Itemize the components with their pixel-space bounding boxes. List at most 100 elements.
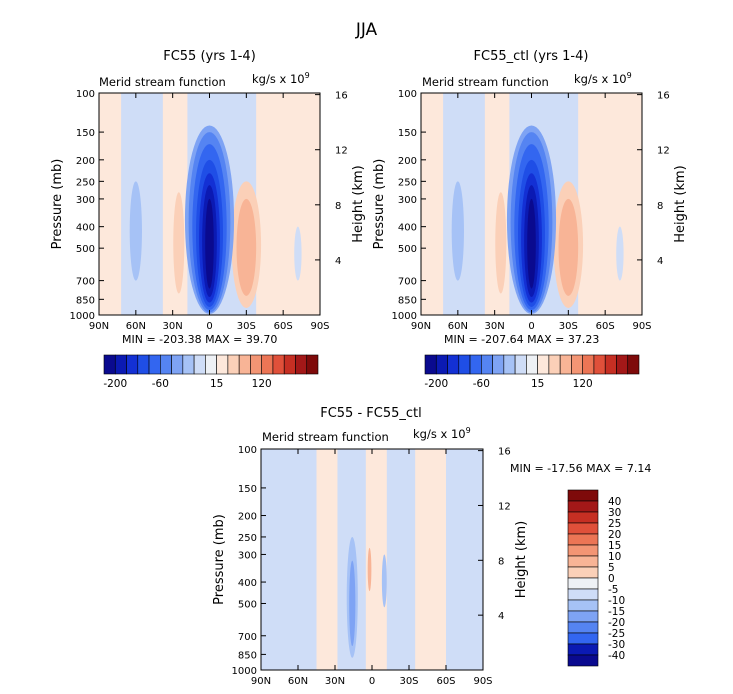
colorbar-swatch — [295, 354, 308, 375]
colorbar-label: 20 — [608, 529, 621, 541]
colorbar-swatch — [604, 354, 617, 375]
x-tick-label: 30N — [485, 321, 505, 332]
y-axis-label: Pressure (mb) — [372, 159, 387, 250]
contour-neg-band-nh — [121, 93, 163, 315]
y-tick-label: 300 — [398, 195, 417, 206]
x-tick-label: 60N — [288, 676, 308, 687]
page-title: JJA — [355, 20, 378, 40]
colorbar-swatch — [582, 354, 595, 375]
colorbar-swatch — [216, 354, 229, 375]
y2-tick-label: 12 — [498, 501, 511, 512]
colorbar-label: -200 — [103, 378, 127, 390]
colorbar-swatch — [103, 354, 116, 375]
colorbar-swatch — [306, 354, 319, 375]
colorbar-label: 10 — [608, 551, 621, 563]
y-tick-label: 1000 — [232, 666, 257, 677]
y2-tick-label: 12 — [335, 146, 348, 157]
colorbar-swatch — [567, 566, 599, 579]
y-tick-label: 200 — [398, 156, 417, 167]
colorbar-label: 40 — [608, 496, 621, 508]
panel2-title: FC55_ctl (yrs 1-4) — [473, 49, 589, 64]
colorbar-label: -60 — [152, 378, 169, 390]
colorbar-swatch — [458, 354, 471, 375]
colorbar-swatch — [548, 354, 561, 375]
y2-tick-label: 12 — [657, 146, 670, 157]
y-tick-label: 500 — [76, 244, 95, 255]
x-tick-label: 60S — [436, 676, 455, 687]
diff-neg-blob-3 — [381, 554, 387, 608]
colorbar-label: 25 — [608, 518, 621, 530]
y-tick-label: 700 — [398, 277, 417, 288]
contour-pos-sh-inner — [558, 198, 579, 296]
x-tick-label: 90S — [310, 321, 329, 332]
x-tick-label: 0 — [528, 321, 534, 332]
colorbar-swatch — [272, 354, 285, 375]
colorbar-swatch — [250, 354, 262, 375]
colorbar-swatch — [481, 354, 493, 375]
diff-neg-band-nh — [261, 449, 317, 670]
colorbar-swatch — [126, 354, 139, 375]
contour-neg-weak-sh — [616, 226, 624, 281]
y-tick-label: 500 — [238, 599, 257, 610]
colorbar-swatch — [114, 354, 127, 375]
y2-tick-label: 8 — [335, 201, 341, 212]
colorbar-swatch — [571, 354, 583, 375]
panel1-units-text: kg/s x 10 — [252, 71, 305, 86]
colorbar-swatch — [469, 354, 482, 375]
y-axis-label: Pressure (mb) — [212, 514, 227, 605]
x-tick-label: 60N — [448, 321, 468, 332]
colorbar-label: 5 — [608, 562, 615, 574]
colorbar-label: -30 — [608, 639, 625, 651]
colorbar-label: -40 — [608, 650, 625, 662]
panel1-units-exponent: 9 — [304, 71, 310, 80]
colorbar-swatch — [593, 354, 606, 375]
y2-tick-label: 8 — [498, 556, 504, 567]
y-tick-label: 300 — [76, 195, 95, 206]
y-tick-label: 200 — [238, 512, 257, 523]
colorbar-panel1: -200 -60 15 120 — [103, 354, 319, 390]
x-tick-label: 90S — [632, 321, 651, 332]
y-tick-label: 100 — [238, 445, 257, 456]
y-tick-label: 250 — [238, 533, 257, 544]
x-tick-label: 60S — [274, 321, 293, 332]
colorbar-label: 15 — [210, 378, 223, 390]
colorbar-swatch — [283, 354, 296, 375]
y-tick-label: 250 — [76, 177, 95, 188]
y-tick-label: 500 — [398, 244, 417, 255]
y2-axis-label: Height (km) — [514, 521, 529, 598]
colorbar-swatch — [567, 621, 599, 634]
panel2-minmax: MIN = -207.64 MAX = 37.23 — [444, 333, 600, 346]
contour-hadley-level-7 — [527, 198, 536, 289]
y-tick-label: 850 — [238, 650, 257, 661]
colorbar-label: -5 — [608, 584, 618, 596]
panel1-subtitle: Merid stream function — [99, 75, 226, 89]
y2-axis-label: Height (km) — [673, 165, 688, 242]
diff-pos-blob-1 — [367, 547, 372, 592]
colorbar-swatch — [627, 354, 640, 375]
contour-pos-nh — [173, 192, 185, 294]
colorbar-label: -10 — [608, 595, 625, 607]
panel3-units-exponent: 9 — [465, 426, 471, 435]
panel1-units: kg/s x 109 — [252, 71, 310, 86]
panel1-minmax: MIN = -203.38 MAX = 39.70 — [122, 333, 278, 346]
colorbar-swatch — [435, 354, 448, 375]
panel2-plot: 90N 60N 30N 0 30S 60S 90S 100 150 200 250 300 400 500… — [372, 89, 688, 332]
colorbar-swatch — [205, 354, 217, 375]
contour-neg-weak-nh — [451, 181, 464, 281]
y2-tick-label: 16 — [498, 447, 511, 458]
colorbar-swatch — [261, 354, 274, 375]
y2-tick-label: 8 — [657, 201, 663, 212]
x-tick-label: 30N — [325, 676, 345, 687]
panel3-plot: 90N 60N 30N 0 30S 60S 90S 100 150 200 250 300 400 500… — [212, 445, 529, 687]
y-tick-label: 700 — [238, 632, 257, 643]
contour-pos-sh-inner — [236, 198, 257, 296]
colorbar-panel2: -200 -60 15 120 — [424, 354, 640, 390]
x-tick-label: 90N — [411, 321, 431, 332]
y-tick-label: 1000 — [392, 311, 417, 322]
colorbar-label: 30 — [608, 507, 621, 519]
y-tick-label: 200 — [76, 156, 95, 167]
colorbar-swatch — [567, 533, 599, 546]
y-tick-label: 150 — [398, 128, 417, 139]
colorbar-swatch — [160, 354, 172, 375]
y-tick-label: 150 — [238, 484, 257, 495]
